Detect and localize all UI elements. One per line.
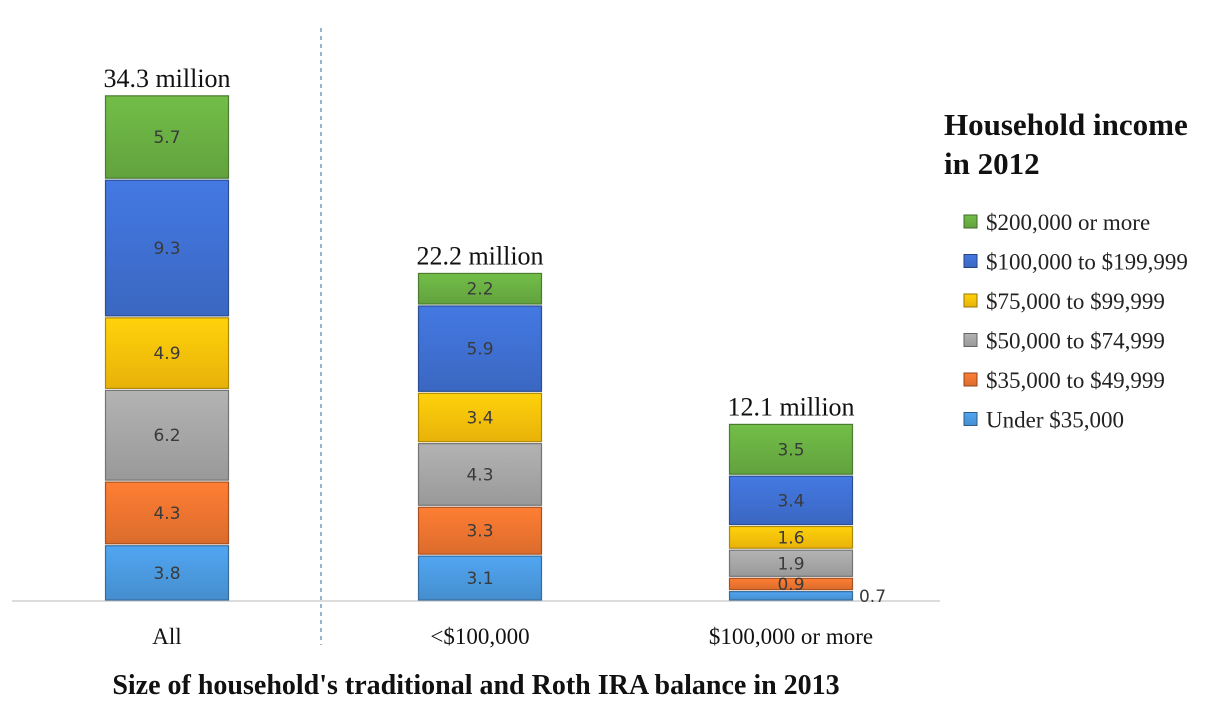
bar-segment-100-000-or-more-200-000-or-more [728,423,854,475]
legend-label-200-000-or-more: $200,000 or more [986,210,1150,235]
total-label-100-000: 22.2 million [416,241,543,270]
bar-segment-100-000-35-000-to-49-999 [417,506,543,555]
bar-segment-all-35-000-to-49-999 [104,481,230,545]
total-label-100-000-or-more: 12.1 million [727,392,854,421]
legend-item-50-000-to-74-999: $50,000 to $74,999 [963,329,1165,354]
data-label-100-000-100-000-to-199-999: 5.9 [466,340,493,360]
data-label-all-under-35-000: 3.8 [153,564,180,584]
legend-title-line-1: Household income [944,107,1188,142]
data-label-all-100-000-to-199-999: 9.3 [153,239,180,259]
data-label-all-50-000-to-74-999: 6.2 [153,426,180,446]
bars-layer: 3.8 4.3 6.2 4.9 9.3 5.7 34.3 million 3.1 3.3 4.3 3… [103,64,886,607]
data-label-100-000-35-000-to-49-999: 3.3 [466,522,493,542]
bar-segment-all-50-000-to-74-999 [104,389,230,481]
bar-segment-100-000-100-000-to-199-999 [417,305,543,392]
legend-item-35-000-to-49-999: $35,000 to $49,999 [963,368,1165,393]
data-label-all-200-000-or-more: 5.7 [153,128,180,148]
legend-label-50-000-to-74-999: $50,000 to $74,999 [986,329,1165,354]
legend-label-75-000-to-99-999: $75,000 to $99,999 [986,289,1165,314]
legend-swatch-100-000-to-199-999 [963,254,978,268]
x-tick-all: All [152,624,181,649]
data-label-100-000-under-35-000: 3.1 [466,569,493,589]
bar-segment-all-100-000-to-199-999 [104,179,230,317]
legend-swatch-under-35-000 [963,412,978,426]
data-label-100-000-or-more-under-35-000: 0.7 [859,587,886,607]
data-label-100-000-75-000-to-99-999: 3.4 [466,408,493,428]
x-tick-100-000: <$100,000 [430,624,529,649]
x-tick-100-000-or-more: $100,000 or more [709,624,873,649]
bar-segment-100-000-or-more-100-000-to-199-999 [728,475,854,526]
legend-item-100-000-to-199-999: $100,000 to $199,999 [963,250,1188,275]
data-label-100-000-or-more-200-000-or-more: 3.5 [777,440,804,460]
total-label-all: 34.3 million [103,64,230,93]
bar-segment-100-000-75-000-to-99-999 [417,392,543,443]
bar-segment-100-000-under-35-000 [417,555,543,601]
legend-label-under-35-000: Under $35,000 [986,408,1124,433]
legend-swatch-50-000-to-74-999 [963,333,978,347]
legend-swatch-35-000-to-49-999 [963,372,978,387]
x-tick-labels: All <$100,000 $100,000 or more [152,624,873,649]
bar-segment-100-000-or-more-75-000-to-99-999 [728,525,854,549]
bar-segment-100-000-or-more-under-35-000 [728,591,854,601]
bar-segment-100-000-or-more-50-000-to-74-999 [728,549,854,577]
data-label-100-000-or-more-35-000-to-49-999: 0.9 [777,575,804,595]
data-label-all-75-000-to-99-999: 4.9 [153,344,180,364]
legend-item-200-000-or-more: $200,000 or more [963,210,1150,235]
legend-label-100-000-to-199-999: $100,000 to $199,999 [986,250,1188,275]
bar-segment-all-75-000-to-99-999 [104,317,230,389]
data-label-all-35-000-to-49-999: 4.3 [153,504,180,524]
legend-item-75-000-to-99-999: $75,000 to $99,999 [963,289,1165,314]
data-label-100-000-50-000-to-74-999: 4.3 [466,465,493,485]
bar-segment-all-under-35-000 [104,545,230,601]
data-label-100-000-or-more-50-000-to-74-999: 1.9 [777,554,804,574]
data-label-100-000-or-more-100-000-to-199-999: 3.4 [777,491,804,511]
legend-label-35-000-to-49-999: $35,000 to $49,999 [986,368,1165,393]
bar-segment-100-000-50-000-to-74-999 [417,443,543,506]
x-axis-label: Size of household's traditional and Roth… [112,670,839,700]
legend: Household income in 2012 $200,000 or mor… [944,107,1188,433]
data-label-100-000-200-000-or-more: 2.2 [466,280,493,300]
legend-item-under-35-000: Under $35,000 [963,408,1124,433]
legend-swatch-75-000-to-99-999 [963,293,978,308]
bar-segment-100-000-200-000-or-more [417,272,543,305]
data-label-100-000-or-more-75-000-to-99-999: 1.6 [777,528,804,548]
legend-title-line-2: in 2012 [944,146,1040,181]
bar-segment-100-000-or-more-35-000-to-49-999 [728,577,854,591]
bar-segment-all-200-000-or-more [104,95,230,179]
legend-swatch-200-000-or-more [963,214,978,229]
